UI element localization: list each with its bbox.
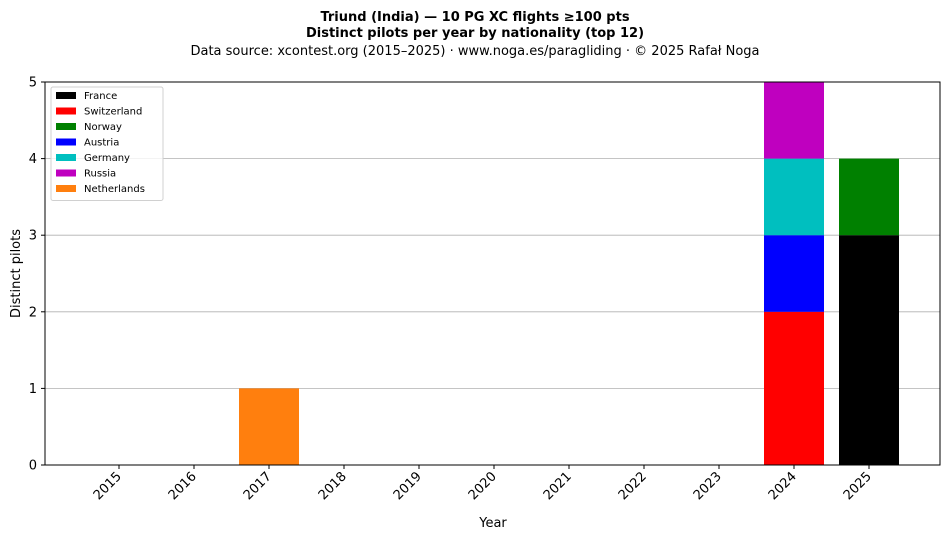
x-tick-label: 2016: [166, 469, 200, 503]
x-tick-label: 2015: [91, 469, 125, 503]
y-tick-label: 3: [29, 229, 37, 244]
x-tick-label: 2017: [241, 469, 275, 503]
legend-swatch-austria: [56, 138, 76, 146]
y-axis-ticks: 0 1 2 3 4 5: [29, 76, 45, 474]
x-tick-label: 2019: [391, 469, 425, 503]
x-tick-label: 2023: [691, 469, 725, 503]
y-tick-label: 5: [29, 76, 37, 91]
legend-box: [50, 86, 164, 201]
legend-label-austria: Austria: [84, 138, 119, 149]
bar-segment-netherlands-2017: [239, 388, 299, 465]
legend-swatch-germany: [56, 154, 76, 161]
plot-frame: [44, 81, 941, 466]
bar-segment-france-2025: [839, 235, 899, 465]
legend-label-france: France: [84, 91, 117, 102]
x-axis-ticks: 2015 2016 2017 2018 2019 2020 2021 2022 2023 2024…: [91, 465, 875, 503]
legend-label-norway: Norway: [84, 122, 122, 133]
legend-label-switzerland: Switzerland: [84, 107, 142, 118]
legend-swatch-france: [56, 92, 76, 99]
x-tick-label: 2025: [841, 469, 875, 503]
bar-segment-germany-2024: [764, 158, 824, 236]
legend-swatch-norway: [56, 123, 76, 130]
x-tick-label: 2024: [766, 469, 800, 503]
legend-label-russia: Russia: [84, 169, 116, 180]
chart-title: Triund (India) — 10 PG XC flights ≥100 p…: [320, 10, 629, 25]
y-tick-label: 4: [29, 152, 37, 167]
legend: France Switzerland Norway Austria Germany Rus…: [50, 86, 164, 201]
x-tick-label: 2018: [316, 469, 350, 503]
legend-label-netherlands: Netherlands: [84, 184, 145, 195]
x-tick-label: 2021: [541, 469, 575, 503]
bar-segment-switzerland-2024: [764, 311, 824, 465]
y-tick-label: 1: [29, 382, 37, 397]
bars: [239, 82, 899, 465]
bar-segment-russia-2024: [764, 82, 824, 159]
y-axis-label: Distinct pilots: [9, 229, 24, 318]
chart-subtitle: Distinct pilots per year by nationality …: [306, 26, 644, 41]
bar-segment-norway-2025: [839, 158, 899, 236]
chart-source: Data source: xcontest.org (2015–2025) · …: [190, 44, 759, 59]
y-tick-label: 0: [29, 459, 37, 474]
legend-label-germany: Germany: [84, 153, 130, 164]
x-tick-label: 2020: [466, 469, 500, 503]
x-axis-label: Year: [478, 516, 507, 531]
legend-swatch-russia: [56, 169, 76, 177]
legend-swatch-netherlands: [56, 185, 76, 192]
x-tick-label: 2022: [616, 469, 650, 503]
bar-segment-austria-2024: [764, 235, 824, 312]
y-tick-label: 2: [29, 305, 37, 320]
legend-swatch-switzerland: [56, 107, 76, 115]
